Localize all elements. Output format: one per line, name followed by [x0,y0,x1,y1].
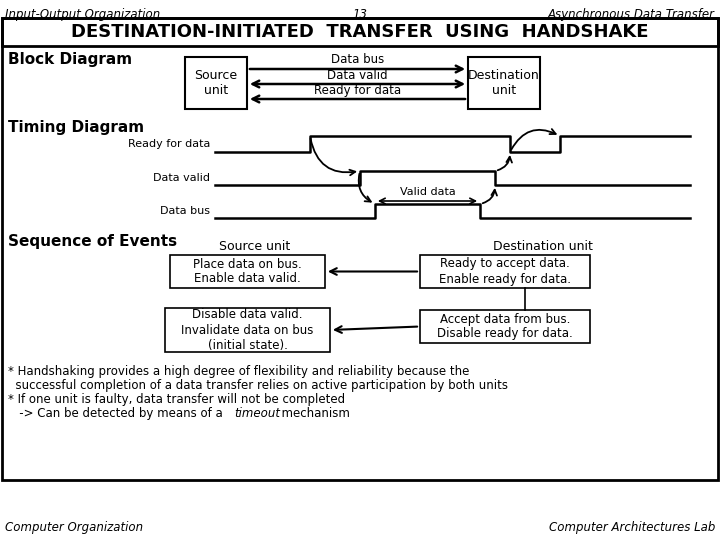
Text: Asynchronous Data Transfer: Asynchronous Data Transfer [548,8,715,21]
Text: Data valid: Data valid [153,173,210,183]
Bar [185,57,247,109]
Text: Accept data from bus.
Disable ready for data.: Accept data from bus. Disable ready for … [437,313,573,341]
Text: Destination unit: Destination unit [493,240,593,253]
Text: mechanism: mechanism [274,407,350,420]
Text: Disable data valid.
Invalidate data on bus
(initial state).: Disable data valid. Invalidate data on b… [181,308,314,352]
Text: Data bus: Data bus [331,53,384,66]
Text: Ready for data: Ready for data [127,139,210,149]
Text: Sequence of Events: Sequence of Events [8,234,177,249]
Bar [420,310,590,343]
Text: Timing Diagram: Timing Diagram [8,120,144,135]
Text: Computer Organization: Computer Organization [5,521,143,534]
Text: Block Diagram: Block Diagram [8,52,132,67]
Text: * If one unit is faulty, data transfer will not be completed: * If one unit is faulty, data transfer w… [8,393,345,406]
Text: Ready to accept data.
Enable ready for data.: Ready to accept data. Enable ready for d… [439,258,571,286]
Bar [2,18,718,46]
Text: Valid data: Valid data [400,187,455,197]
Text: 13: 13 [353,8,367,21]
Text: Computer Architectures Lab: Computer Architectures Lab [549,521,715,534]
Text: Data bus: Data bus [160,206,210,216]
Text: Ready for data: Ready for data [314,84,401,97]
Bar [165,308,330,352]
Bar [420,255,590,288]
Text: successful completion of a data transfer relies on active participation by both : successful completion of a data transfer… [8,379,508,392]
Bar [2,18,718,480]
Text: -> Can be detected by means of a: -> Can be detected by means of a [8,407,227,420]
Text: Place data on bus.
Enable data valid.: Place data on bus. Enable data valid. [193,258,302,286]
Text: timeout: timeout [234,407,280,420]
Text: Data valid: Data valid [327,69,388,82]
Bar [468,57,540,109]
Text: Source unit: Source unit [220,240,291,253]
Bar [170,255,325,288]
Text: Input-Output Organization: Input-Output Organization [5,8,161,21]
Text: Destination
unit: Destination unit [468,69,540,97]
Text: DESTINATION-INITIATED  TRANSFER  USING  HANDSHAKE: DESTINATION-INITIATED TRANSFER USING HAN… [71,23,649,41]
Text: * Handshaking provides a high degree of flexibility and reliability because the: * Handshaking provides a high degree of … [8,365,469,378]
Text: Source
unit: Source unit [194,69,238,97]
